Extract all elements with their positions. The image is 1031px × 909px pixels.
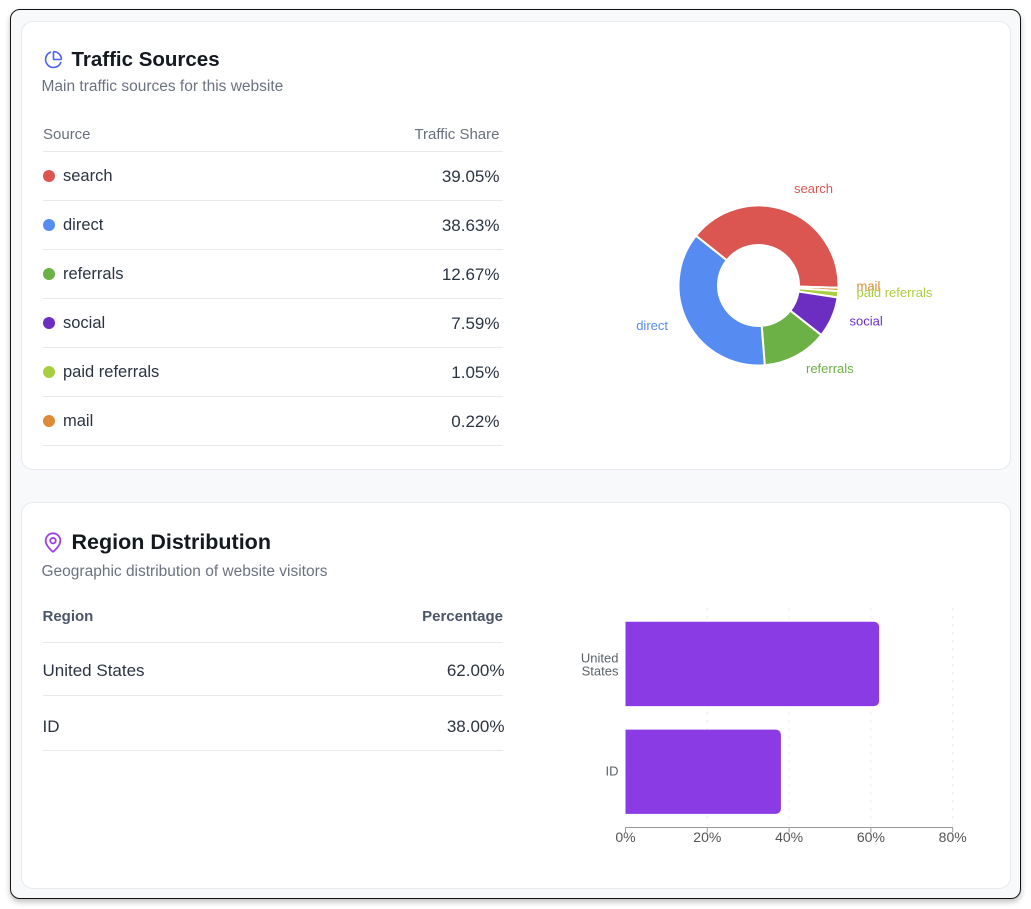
svg-text:ID: ID	[606, 764, 619, 779]
svg-text:mail: mail	[857, 279, 881, 294]
svg-text:paid referrals: paid referrals	[857, 285, 933, 300]
svg-text:40%: 40%	[775, 829, 803, 845]
svg-text:direct: direct	[636, 318, 668, 333]
svg-text:States: States	[582, 664, 619, 679]
svg-text:60%: 60%	[857, 829, 885, 845]
svg-text:referrals: referrals	[806, 361, 854, 376]
svg-text:social: social	[850, 314, 883, 329]
svg-text:0%: 0%	[615, 829, 635, 845]
svg-text:United: United	[581, 651, 619, 666]
svg-text:search: search	[794, 181, 833, 196]
svg-text:80%: 80%	[939, 829, 967, 845]
svg-text:20%: 20%	[693, 829, 721, 845]
